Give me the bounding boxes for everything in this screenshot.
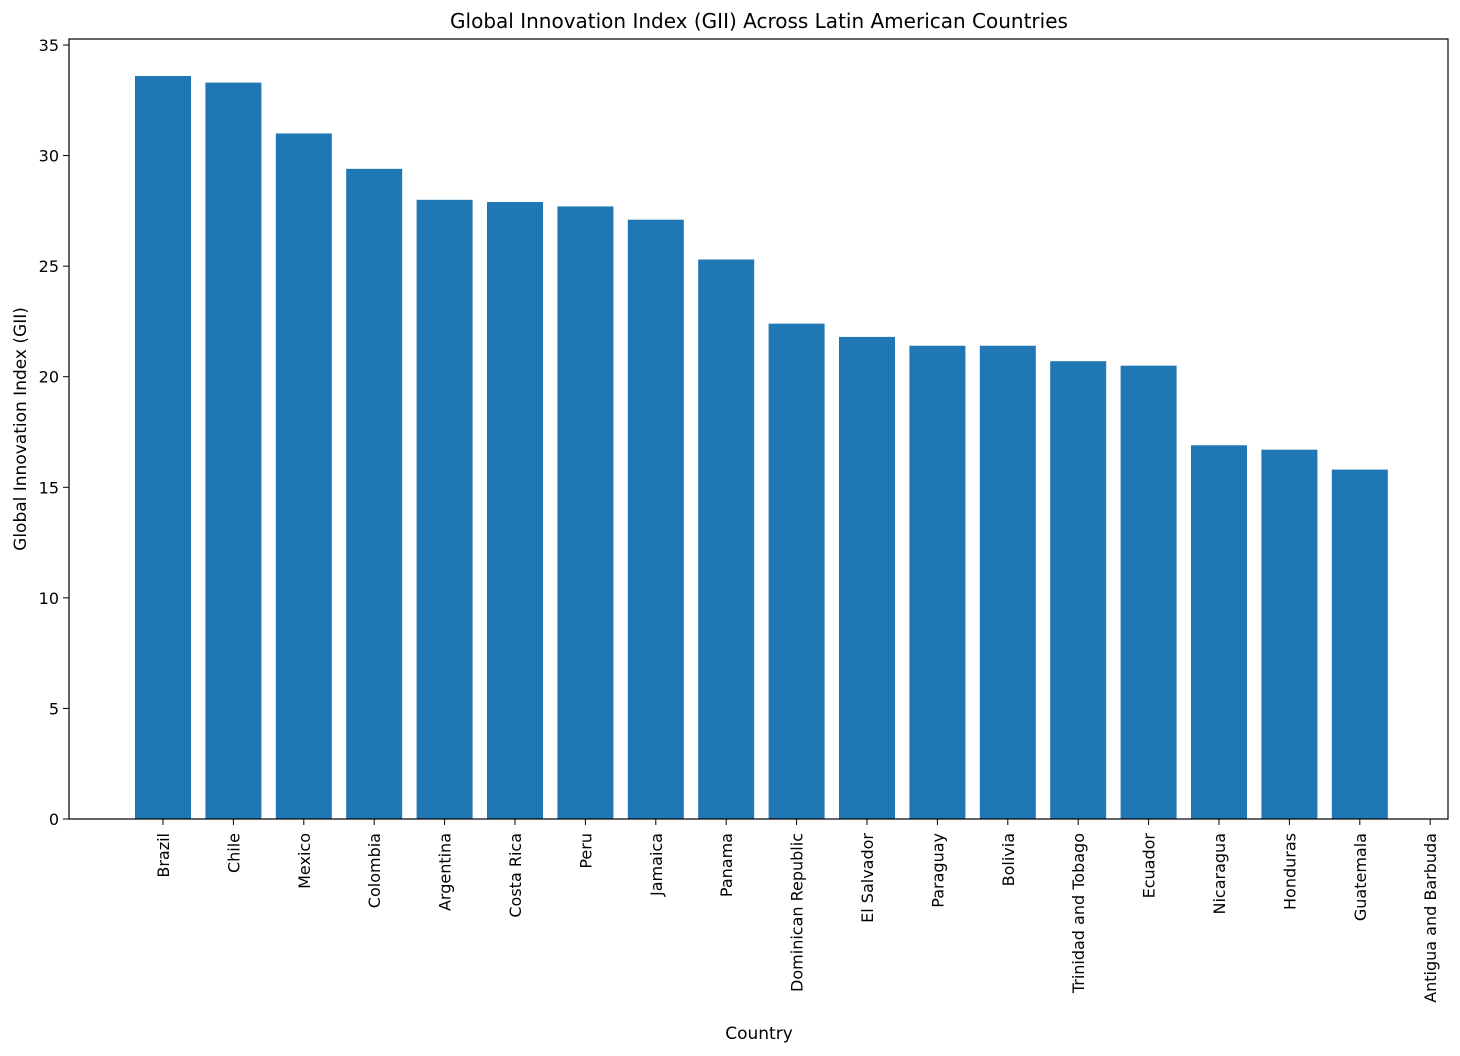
- bar: [416, 199, 473, 820]
- bar: [979, 345, 1036, 819]
- x-tick-label: Nicaragua: [1210, 833, 1229, 915]
- x-tick-label: Paraguay: [928, 833, 947, 908]
- y-tick-label: 5: [49, 699, 59, 718]
- bar: [1120, 365, 1177, 819]
- bar: [1261, 449, 1318, 819]
- x-tick-label: Antigua and Barbuda: [1421, 833, 1440, 1003]
- y-tick-label: 15: [39, 478, 59, 497]
- plot-frame: [68, 38, 1449, 820]
- x-tick-label: Brazil: [154, 833, 173, 878]
- x-tick-label: Honduras: [1280, 833, 1299, 910]
- chart-title: Global Innovation Index (GII) Across Lat…: [450, 9, 1068, 33]
- bar: [627, 219, 684, 819]
- x-tick-label: Peru: [576, 833, 595, 869]
- bar: [1331, 469, 1388, 819]
- x-tick-label: Chile: [224, 833, 243, 873]
- x-axis-ticks: Brazil Chile Mexico Colombia Argentina Costa …: [154, 819, 1440, 1003]
- x-tick-label: Costa Rica: [506, 833, 525, 918]
- bar: [346, 168, 403, 820]
- x-tick-label: Colombia: [365, 833, 384, 908]
- x-tick-label: Jamaica: [647, 833, 666, 897]
- x-tick-label: Guatemala: [1351, 833, 1370, 921]
- x-tick-label: Ecuador: [1140, 833, 1159, 899]
- x-tick-label: Mexico: [295, 833, 314, 889]
- bar: [839, 336, 895, 819]
- x-tick-label: Panama: [717, 833, 736, 897]
- bars-group: [135, 75, 1388, 820]
- bar: [1050, 361, 1107, 819]
- y-axis-label: Global Innovation Index (GII): [11, 307, 31, 551]
- y-tick-label: 0: [49, 810, 59, 829]
- x-tick-label: Bolivia: [999, 833, 1018, 886]
- x-axis-label: Country: [725, 1024, 793, 1044]
- bar: [275, 133, 332, 819]
- y-tick-label: 20: [39, 368, 59, 387]
- bar: [205, 82, 262, 819]
- x-tick-label: El Salvador: [858, 833, 877, 923]
- bar: [698, 259, 755, 820]
- x-tick-label: Argentina: [436, 833, 455, 911]
- x-tick-label: Trinidad and Tobago: [1069, 833, 1088, 994]
- bar: [1191, 445, 1247, 819]
- x-tick-label: Dominican Republic: [788, 833, 807, 992]
- y-tick-label: 25: [39, 257, 59, 276]
- y-tick-label: 30: [39, 147, 59, 166]
- bar: [768, 323, 825, 819]
- y-tick-label: 35: [39, 36, 59, 55]
- y-axis-ticks: 0 5 10 15 20 25 30 35: [39, 36, 69, 829]
- bar: [557, 206, 614, 820]
- bar: [487, 202, 543, 820]
- bar: [135, 75, 191, 819]
- bar: [909, 345, 966, 819]
- y-tick-label: 10: [39, 589, 59, 608]
